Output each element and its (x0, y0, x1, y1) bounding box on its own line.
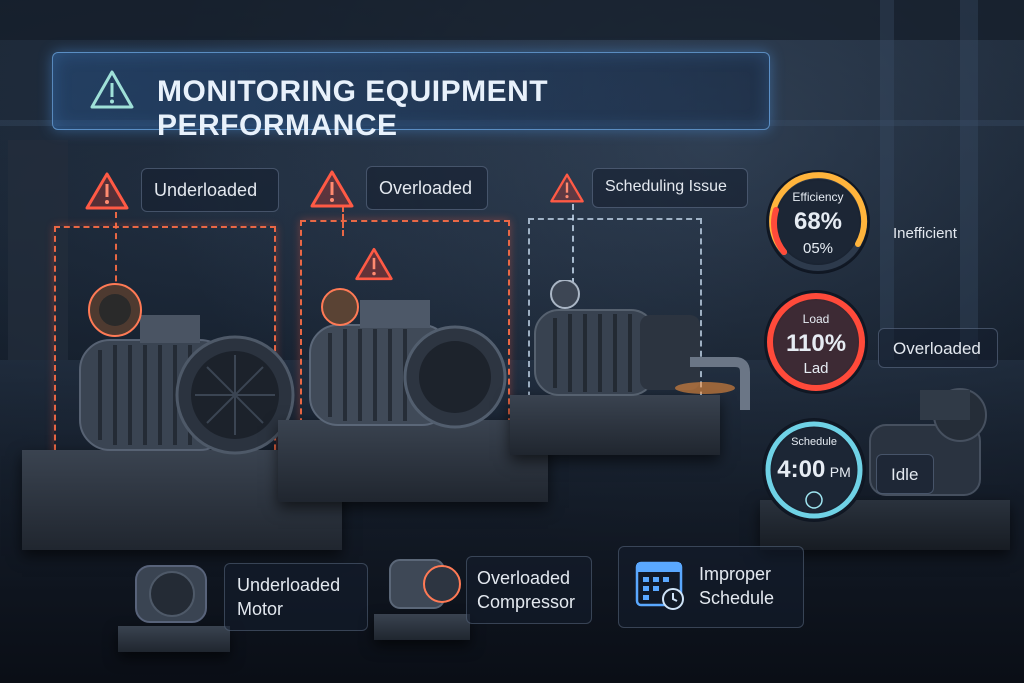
status-text: Overloaded (893, 339, 981, 358)
page-title: MONITORING EQUIPMENT PERFORMANCE (157, 75, 549, 142)
legend-line2: Schedule (699, 588, 775, 608)
load-status: Overloaded (878, 328, 998, 368)
wall-cabinet (8, 140, 68, 360)
gauge-title: Schedule (791, 436, 837, 448)
legend-improper-schedule: Improper Schedule (618, 546, 804, 628)
gauge-subvalue: Lad (803, 360, 829, 377)
alert-text: Scheduling Issue (605, 178, 727, 195)
legend-line1: Improper (699, 564, 772, 584)
alert-overloaded: Overloaded (310, 166, 488, 210)
motor-plinth (510, 395, 720, 455)
legend-line1: Overloaded (477, 568, 571, 588)
underloaded-connector (115, 212, 117, 292)
overloaded-connector (342, 206, 344, 236)
time-value: 4:00 (777, 456, 826, 483)
efficiency-status: Inefficient (878, 214, 980, 254)
load-arc (767, 293, 865, 391)
warning-icon (90, 70, 134, 109)
schedule-arc (765, 421, 863, 519)
warning-icon (310, 170, 354, 208)
title-banner: MONITORING EQUIPMENT PERFORMANCE (52, 52, 770, 142)
gauge-subvalue: 05% (802, 240, 834, 257)
time-ampm: PM (829, 464, 851, 480)
warning-icon (85, 172, 129, 210)
load-gauge: Load 110% Lad (764, 290, 868, 394)
schedule-status: Idle (876, 454, 934, 494)
status-text: Idle (891, 465, 919, 484)
gauge-title: Load (802, 312, 830, 326)
legend-overloaded-compressor: Overloaded Compressor (466, 556, 592, 624)
motor-plinth (278, 420, 548, 502)
efficiency-gauge: Efficiency 68% 05% (766, 170, 870, 274)
scheduled-motor (534, 280, 750, 410)
schedule-connector (572, 204, 574, 284)
legend-plinth (118, 626, 230, 652)
gauge-value: 110% (785, 330, 847, 357)
pillar (960, 0, 978, 360)
overloaded-compressor (309, 288, 507, 429)
pillar (880, 0, 894, 360)
legend-underloaded-motor: Underloaded Motor (224, 563, 368, 631)
ceiling (0, 0, 1024, 40)
motor-thumbnail (135, 565, 207, 623)
alert-scheduling: Scheduling Issue (550, 168, 748, 208)
legend-plinth (374, 614, 470, 640)
compressor-thumbnail (389, 559, 461, 609)
legend-line2: Compressor (477, 592, 576, 612)
efficiency-arc (769, 172, 868, 271)
legend-line1: Underloaded (237, 575, 341, 595)
calendar-clock-icon (635, 561, 684, 610)
gauge-value: 68% (793, 208, 843, 235)
schedule-gauge: Schedule 4:00 PM (762, 418, 866, 522)
warning-icon (355, 247, 393, 281)
schedule-time: 4:00 PM (762, 456, 866, 484)
status-text: Inefficient (893, 225, 957, 242)
legend-line2: Motor (237, 599, 284, 619)
alert-text: Overloaded (379, 178, 473, 198)
warning-icon (550, 173, 584, 203)
gauge-title: Efficiency (792, 190, 844, 204)
alert-text: Underloaded (154, 180, 258, 200)
underloaded-motor (79, 283, 295, 455)
alert-underloaded: Underloaded (85, 168, 279, 212)
